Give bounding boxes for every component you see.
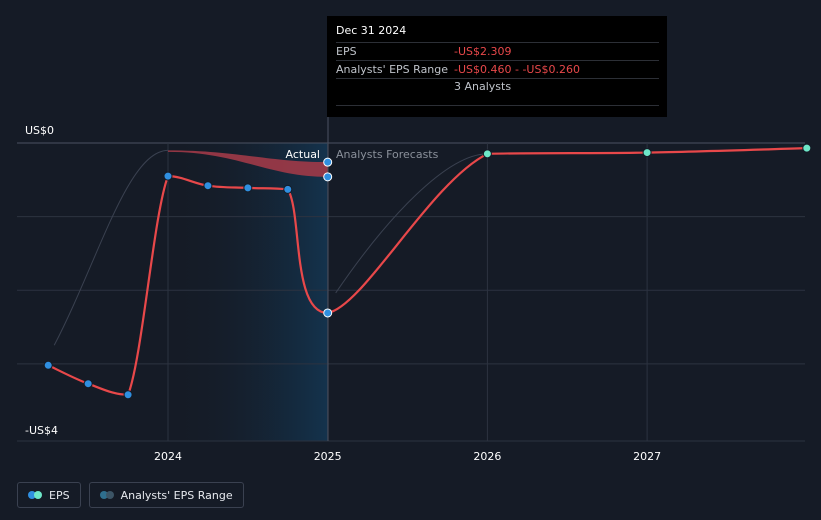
tooltip-analysts-row: 3 Analysts <box>336 78 659 106</box>
eps-actual-point[interactable] <box>283 184 293 194</box>
eps-points <box>43 143 812 400</box>
legend-eps-range[interactable]: Analysts' EPS Range <box>88 482 244 508</box>
range-high-point[interactable] <box>323 157 333 167</box>
eps-actual-point[interactable] <box>123 390 133 400</box>
legend-eps-label: EPS <box>49 488 70 502</box>
tooltip-eps-value: -US$2.309 <box>454 45 512 58</box>
eps-actual-point[interactable] <box>203 181 213 191</box>
analysts-eps-range-band <box>168 150 328 177</box>
grid-lines <box>17 142 805 442</box>
eps-actual-point[interactable] <box>83 379 93 389</box>
x-tick-label: 2026 <box>473 450 501 463</box>
eps-forecast-point[interactable] <box>482 149 492 159</box>
eps-actual-point[interactable] <box>43 360 53 370</box>
eps-actual-point[interactable] <box>163 171 173 181</box>
eps-line <box>47 147 807 396</box>
x-tick-label: 2027 <box>633 450 661 463</box>
y-axis-top-label: US$0 <box>25 124 54 137</box>
tooltip-analysts-count: 3 Analysts <box>454 80 512 93</box>
x-tick-label: 2025 <box>314 450 342 463</box>
tooltip: Dec 31 2024 EPS -US$2.309 Analysts' EPS … <box>327 16 667 117</box>
range-legend-icon <box>99 491 114 499</box>
tooltip-range-key: Analysts' EPS Range <box>336 63 449 76</box>
legend: EPS Analysts' EPS Range <box>17 482 244 508</box>
forecast-label: Analysts Forecasts <box>336 148 439 161</box>
legend-eps-range-label: Analysts' EPS Range <box>120 488 233 502</box>
tooltip-eps-key: EPS <box>336 45 357 58</box>
legend-eps[interactable]: EPS <box>17 482 81 508</box>
tooltip-range-value: -US$0.460 - -US$0.260 <box>454 63 580 76</box>
eps-legend-icon <box>28 491 42 499</box>
range-low-point[interactable] <box>323 172 333 182</box>
eps-actual-point[interactable] <box>243 183 253 193</box>
actual-label: Actual <box>286 148 320 161</box>
tooltip-eps-row: EPS -US$2.309 <box>336 42 659 60</box>
tooltip-range-row: Analysts' EPS Range -US$0.460 - -US$0.26… <box>336 60 659 78</box>
eps-forecast-point[interactable] <box>802 143 812 153</box>
eps-forecast-point[interactable] <box>642 148 652 158</box>
eps-history-ghost-line <box>53 149 169 346</box>
x-tick-label: 2024 <box>154 450 182 463</box>
eps-selected-point[interactable] <box>323 308 333 318</box>
y-axis-bottom-label: -US$4 <box>25 424 58 437</box>
tooltip-date: Dec 31 2024 <box>336 24 407 37</box>
eps-forecast-ghost-line <box>335 153 488 294</box>
actual-region-background <box>168 143 328 441</box>
